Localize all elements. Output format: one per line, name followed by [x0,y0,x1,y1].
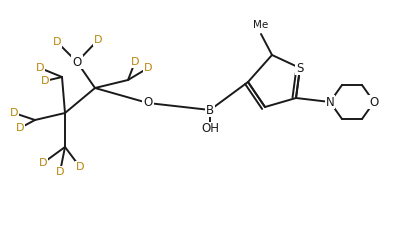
Text: O: O [143,97,152,110]
Text: Me: Me [253,20,269,30]
Text: S: S [296,61,304,74]
Text: O: O [73,56,82,68]
Text: D: D [53,37,61,47]
Text: D: D [10,108,18,118]
Text: D: D [56,167,64,177]
Text: D: D [16,123,24,133]
Text: O: O [370,95,379,108]
Text: D: D [36,63,44,73]
Text: D: D [39,158,47,168]
Text: B: B [206,104,214,117]
Text: D: D [76,162,84,172]
Text: D: D [94,35,102,45]
Text: OH: OH [201,122,219,135]
Text: D: D [144,63,152,73]
Text: D: D [131,57,139,67]
Text: D: D [41,76,49,86]
Text: N: N [325,95,335,108]
